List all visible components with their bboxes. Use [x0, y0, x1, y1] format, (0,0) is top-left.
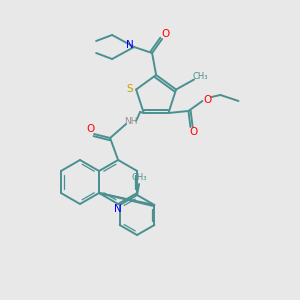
- Text: N: N: [126, 40, 134, 50]
- Text: O: O: [161, 29, 169, 39]
- Text: S: S: [127, 83, 134, 94]
- Text: O: O: [86, 124, 94, 134]
- Text: NH: NH: [124, 118, 138, 127]
- Text: CH₃: CH₃: [192, 72, 208, 81]
- Text: CH₃: CH₃: [131, 173, 147, 182]
- Text: N: N: [114, 204, 122, 214]
- Text: O: O: [189, 127, 198, 137]
- Text: O: O: [203, 95, 211, 105]
